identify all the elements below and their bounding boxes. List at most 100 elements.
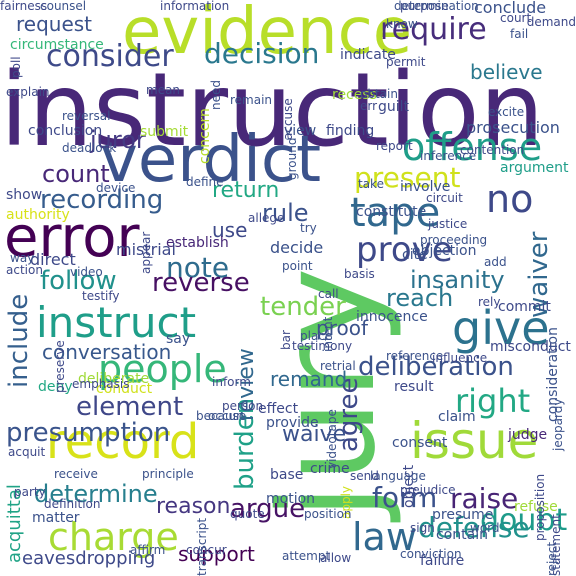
word-inform: inform	[212, 375, 251, 389]
word-bar: bar	[279, 329, 293, 350]
word-failure: failure	[420, 553, 465, 569]
word-conclude: conclude	[474, 0, 547, 17]
word-reason: reason	[156, 494, 231, 519]
word-inference: inference	[420, 149, 477, 163]
word-circumstance: circumstance	[10, 37, 104, 53]
word-people: people	[98, 347, 227, 391]
word-innocence: innocence	[356, 309, 428, 325]
word-person: person	[222, 399, 264, 413]
word-poll: poll	[9, 56, 23, 79]
word-recess: recess	[332, 87, 377, 103]
word-contention: contention	[460, 143, 525, 157]
word-record: record	[46, 414, 200, 470]
word-transcript: transcript	[195, 517, 209, 576]
word-send: send	[350, 469, 379, 483]
word-reference: reference	[386, 349, 444, 363]
word-err: err	[360, 99, 378, 113]
word-presumption: presumption	[6, 418, 171, 448]
word-ground: ground	[285, 137, 299, 180]
word-occur: occur	[208, 409, 242, 423]
word-cite: cite	[402, 247, 428, 263]
word-juror: juror	[90, 126, 146, 154]
word-tape: tape	[350, 190, 441, 236]
word-language: language	[370, 469, 426, 483]
word-authority: authority	[6, 207, 70, 223]
word-acquit: acquit	[8, 445, 46, 459]
word-video: video	[70, 265, 103, 279]
word-instruction: instruction	[0, 51, 545, 170]
word-explain: explain	[6, 85, 50, 99]
word-proof: proof	[316, 316, 368, 340]
word-support: support	[178, 542, 255, 566]
word-establish: establish	[166, 235, 229, 251]
word-prejudice: prejudice	[400, 483, 456, 497]
word-determine: determine	[34, 480, 158, 508]
word-rely: rely	[478, 295, 501, 309]
word-believe: believe	[470, 60, 543, 84]
word-counsel: counsel	[40, 0, 87, 13]
word-action: action	[6, 263, 43, 277]
word-information: information	[160, 0, 230, 13]
word-crime: crime	[310, 461, 350, 477]
word-allow: allow	[320, 551, 352, 565]
word-commit: commit	[498, 299, 551, 315]
word-court: court	[500, 11, 532, 25]
word-position: position	[304, 507, 352, 521]
word-know: know	[386, 17, 418, 31]
word-call: call	[318, 287, 339, 301]
word-present: present	[354, 161, 461, 194]
word-deliberate: deliberate	[78, 371, 150, 387]
word-judge: judge	[508, 427, 548, 443]
word-charge: charge	[48, 515, 179, 559]
word-count: count	[42, 160, 110, 188]
word-return: return	[212, 178, 280, 203]
word-argue: argue	[230, 494, 306, 524]
word-deliberation: deliberation	[358, 352, 514, 382]
word-mean: mean	[146, 83, 181, 97]
word-provide: provide	[266, 415, 319, 431]
word-doubt: doubt	[480, 503, 568, 538]
word-request: request	[16, 12, 93, 36]
word-insanity: insanity	[410, 266, 505, 294]
word-reversal: reversal	[62, 109, 111, 123]
word-purpose: purpose	[400, 0, 449, 13]
word-note: note	[166, 251, 230, 284]
word-point: point	[282, 259, 313, 273]
word-word: word	[470, 521, 500, 535]
word-consent: consent	[392, 435, 448, 451]
word-basis: basis	[344, 267, 375, 281]
word-raise: raise	[450, 482, 519, 515]
word-affirm: affirm	[130, 543, 166, 557]
word-objection: objection	[412, 243, 477, 259]
word-show: show	[6, 187, 43, 203]
word-decide: decide	[270, 238, 324, 257]
word-deny: deny	[38, 379, 73, 395]
word-form: form	[372, 481, 438, 514]
word-element: element	[76, 392, 184, 422]
word-no: no	[486, 177, 534, 221]
word-jeopardy: jeopardy	[551, 398, 565, 451]
word-finding: finding	[326, 123, 375, 139]
word-need: need	[209, 80, 223, 111]
word-concern: concern	[197, 108, 213, 164]
word-way: way	[10, 251, 35, 265]
word-result: result	[394, 379, 434, 395]
word-sign: sign	[410, 521, 435, 535]
word-define: define	[186, 175, 224, 189]
word-deadlock: deadlock	[62, 141, 117, 155]
word-involve: involve	[400, 179, 451, 195]
word-proceeding: proceeding	[420, 233, 488, 247]
word-prosecution: prosecution	[466, 118, 560, 137]
word-mistrial: mistrial	[116, 240, 176, 259]
word-permit: permit	[386, 55, 426, 69]
word-conversation: conversation	[42, 340, 172, 364]
word-device: device	[96, 181, 136, 195]
word-constitute: constitute	[356, 204, 427, 220]
word-influence: influence	[432, 351, 488, 365]
word-add: add	[484, 255, 507, 269]
word-direct: direct	[30, 250, 76, 269]
word-eavesdropping: eavesdropping	[22, 548, 156, 569]
word-place: place	[300, 329, 333, 343]
word-quote: quote	[230, 507, 265, 521]
